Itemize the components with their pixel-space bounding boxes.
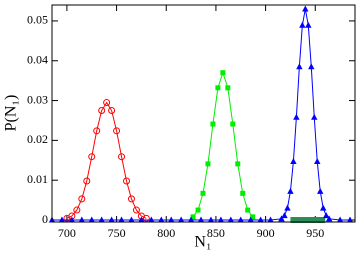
x-tick-label: 750 — [108, 226, 126, 240]
data-point — [287, 187, 294, 194]
data-point — [108, 107, 116, 115]
data-point — [138, 216, 145, 223]
series-line — [52, 8, 351, 221]
data-point — [200, 190, 206, 196]
data-point — [284, 204, 291, 211]
data-point — [83, 177, 91, 185]
data-point — [235, 161, 241, 167]
data-point — [187, 216, 195, 223]
y-tick-label: 0.04 — [27, 52, 48, 66]
data-point — [305, 21, 312, 28]
data-point — [78, 195, 86, 203]
data-point — [281, 212, 288, 219]
data-point — [207, 216, 215, 223]
data-point — [225, 85, 231, 91]
data-point — [245, 207, 251, 213]
y-axis-title: P(N₁) — [3, 95, 20, 132]
y-tick-label: 0.05 — [27, 13, 48, 27]
x-tick-label: 850 — [207, 226, 225, 240]
data-point — [257, 216, 264, 223]
data-point — [98, 216, 105, 223]
data-point — [190, 214, 196, 220]
data-point — [118, 153, 126, 161]
data-point — [296, 63, 303, 70]
data-point — [215, 85, 221, 91]
x-axis-title: N₁ — [194, 234, 211, 251]
data-point — [314, 157, 321, 164]
data-point — [217, 216, 225, 223]
data-point — [227, 216, 235, 223]
data-point — [308, 63, 315, 70]
data-point — [128, 216, 135, 223]
x-tick-label: 700 — [58, 226, 76, 240]
range-bar — [290, 217, 326, 224]
series-line — [66, 101, 147, 219]
data-point — [88, 216, 95, 223]
data-point — [302, 5, 309, 12]
data-point — [108, 216, 115, 223]
y-tick-label: 0.02 — [27, 132, 48, 146]
data-point — [195, 207, 201, 213]
data-point — [322, 212, 330, 219]
data-point — [113, 127, 121, 135]
plot-frame — [51, 4, 356, 223]
data-point — [247, 216, 254, 223]
data-point — [123, 177, 131, 185]
data-point — [98, 107, 106, 115]
data-point — [68, 216, 76, 223]
data-point — [197, 216, 205, 223]
data-point — [290, 157, 297, 164]
data-point — [88, 153, 96, 161]
data-point — [58, 216, 66, 223]
data-point — [127, 195, 135, 203]
data-point — [230, 121, 236, 127]
data-point — [210, 121, 216, 127]
y-tick-label: 0 — [42, 212, 48, 226]
data-point — [311, 113, 318, 120]
data-point — [293, 113, 300, 120]
x-tick-label: 800 — [157, 226, 175, 240]
data-point — [158, 216, 165, 223]
data-point — [240, 190, 246, 196]
data-point — [250, 214, 256, 220]
data-point — [78, 216, 86, 223]
data-point — [278, 215, 285, 222]
y-tick-label: 0.03 — [27, 92, 48, 106]
data-point — [320, 204, 327, 211]
data-point — [237, 216, 244, 223]
data-point — [220, 70, 226, 76]
data-point — [93, 127, 101, 135]
data-point — [142, 214, 150, 222]
data-point — [103, 99, 111, 107]
data-point — [148, 216, 155, 223]
data-point — [325, 215, 333, 222]
data-point — [317, 187, 324, 194]
data-point — [336, 216, 344, 223]
x-tick-label: 900 — [257, 226, 275, 240]
data-point — [177, 216, 185, 223]
data-point — [168, 216, 175, 223]
data-point — [205, 161, 211, 167]
data-point — [73, 206, 81, 214]
data-point — [132, 206, 140, 214]
data-point — [118, 216, 125, 223]
y-tick-label: 0.01 — [27, 172, 48, 186]
data-point — [346, 216, 354, 223]
x-tick-label: 950 — [306, 226, 324, 240]
data-point — [267, 216, 274, 223]
data-point — [299, 21, 306, 28]
